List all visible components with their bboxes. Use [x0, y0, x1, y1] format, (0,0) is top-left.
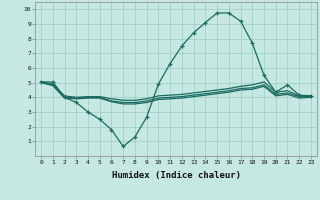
X-axis label: Humidex (Indice chaleur): Humidex (Indice chaleur): [111, 171, 241, 180]
